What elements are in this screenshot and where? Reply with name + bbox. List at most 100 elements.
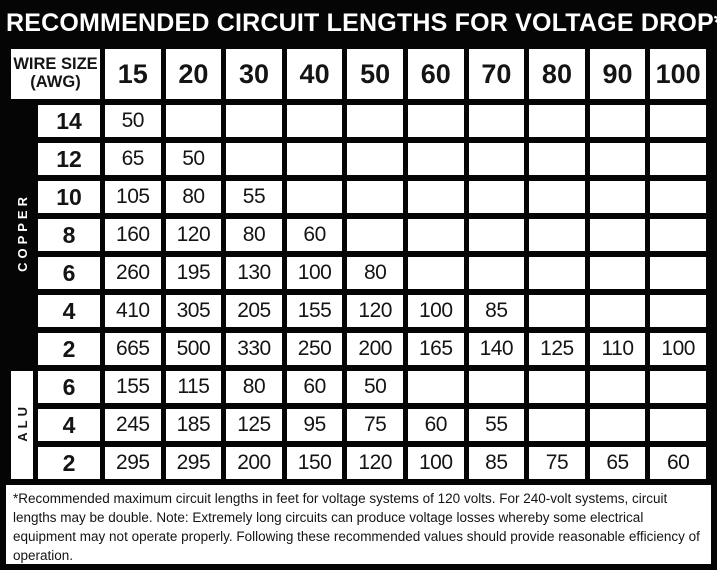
length-value-cell: 205 [226,295,282,327]
length-value-cell: 165 [407,333,464,365]
column-header-20: 20 [165,49,222,99]
empty-value-cell [407,371,464,403]
wire-size-cell: 12 [38,143,100,175]
length-value-cell: 60 [286,371,343,403]
empty-value-cell [589,409,646,441]
column-header-30: 30 [226,49,282,99]
length-value-cell: 155 [105,371,161,403]
length-value-cell: 250 [286,333,343,365]
empty-value-cell [347,143,403,175]
length-value-cell: 295 [105,447,161,479]
length-value-cell: 120 [347,447,403,479]
length-value-cell: 200 [226,447,282,479]
empty-value-cell [407,219,464,251]
length-value-cell: 330 [226,333,282,365]
footnote-text: *Recommended maximum circuit lengths in … [6,485,711,564]
length-value-cell: 100 [650,333,706,365]
empty-value-cell [286,143,343,175]
empty-value-cell [589,257,646,289]
wire-size-cell: 6 [38,371,100,403]
length-value-cell: 85 [468,295,525,327]
length-value-cell: 105 [105,181,161,213]
column-header-90: 90 [589,49,646,99]
length-value-cell: 80 [165,181,222,213]
length-value-cell: 65 [105,143,161,175]
empty-value-cell [589,143,646,175]
wire-size-cell: 4 [38,409,100,441]
empty-value-cell [347,105,403,137]
column-header-100: 100 [650,49,706,99]
empty-value-cell [650,181,706,213]
table-row: 12 65 50 [11,143,706,175]
length-value-cell: 665 [105,333,161,365]
length-value-cell: 55 [226,181,282,213]
empty-value-cell [589,295,646,327]
length-value-cell: 65 [589,447,646,479]
empty-value-cell [529,143,585,175]
empty-value-cell [650,105,706,137]
empty-value-cell [226,105,282,137]
wire-size-cell: 6 [38,257,100,289]
length-value-cell: 60 [286,219,343,251]
empty-value-cell [650,371,706,403]
empty-value-cell [165,105,222,137]
empty-value-cell [347,181,403,213]
length-value-cell: 245 [105,409,161,441]
length-value-cell: 260 [105,257,161,289]
material-label-copper: COPPER [11,105,33,365]
table-row: 2 295 295 200 150 120 100 85 75 65 60 [11,447,706,479]
length-value-cell: 80 [347,257,403,289]
wire-size-cell: 4 [38,295,100,327]
length-value-cell: 75 [347,409,403,441]
empty-value-cell [468,257,525,289]
wire-size-cell: 14 [38,105,100,137]
table-row: 4 245 185 125 95 75 60 55 [11,409,706,441]
length-value-cell: 200 [347,333,403,365]
column-header-40: 40 [286,49,343,99]
empty-value-cell [468,181,525,213]
column-header-15: 15 [105,49,161,99]
table-row: 6 260 195 130 100 80 [11,257,706,289]
empty-value-cell [407,105,464,137]
empty-value-cell [468,143,525,175]
empty-value-cell [529,105,585,137]
empty-value-cell [529,257,585,289]
table-row: ALU 6 155 115 80 60 50 [11,371,706,479]
empty-value-cell [407,181,464,213]
column-header-70: 70 [468,49,525,99]
empty-value-cell [650,409,706,441]
length-value-cell: 410 [105,295,161,327]
empty-value-cell [529,409,585,441]
length-value-cell: 100 [286,257,343,289]
wire-size-header-line1: WIRE SIZE [13,55,98,74]
wire-size-header-cell: WIRE SIZE (AWG) [11,49,100,99]
empty-value-cell [650,219,706,251]
length-value-cell: 155 [286,295,343,327]
length-value-cell: 100 [407,295,464,327]
wire-size-cell: 2 [38,333,100,365]
column-header-60: 60 [407,49,464,99]
empty-value-cell [650,257,706,289]
empty-value-cell [529,295,585,327]
length-value-cell: 125 [529,333,585,365]
empty-value-cell [529,371,585,403]
empty-value-cell [286,181,343,213]
length-value-cell: 50 [105,105,161,137]
length-value-cell: 120 [347,295,403,327]
length-value-cell: 55 [468,409,525,441]
table-title: RECOMMENDED CIRCUIT LENGTHS FOR VOLTAGE … [6,9,717,37]
table-row: 2 665 500 330 250 200 165 140 125 110 100 [11,333,706,365]
wire-size-cell: 10 [38,181,100,213]
material-label-text: ALU [14,403,30,442]
empty-value-cell [589,181,646,213]
length-value-cell: 185 [165,409,222,441]
table-row: 4 410 305 205 155 120 100 85 [11,295,706,327]
wire-size-header-line2: (AWG) [30,73,81,91]
circuit-length-table: WIRE SIZE (AWG) 15 20 30 40 50 60 70 80 90 100 COPPE… [6,43,711,485]
empty-value-cell [226,143,282,175]
length-value-cell: 125 [226,409,282,441]
empty-value-cell [407,143,464,175]
length-value-cell: 100 [407,447,464,479]
wire-size-cell: 8 [38,219,100,251]
